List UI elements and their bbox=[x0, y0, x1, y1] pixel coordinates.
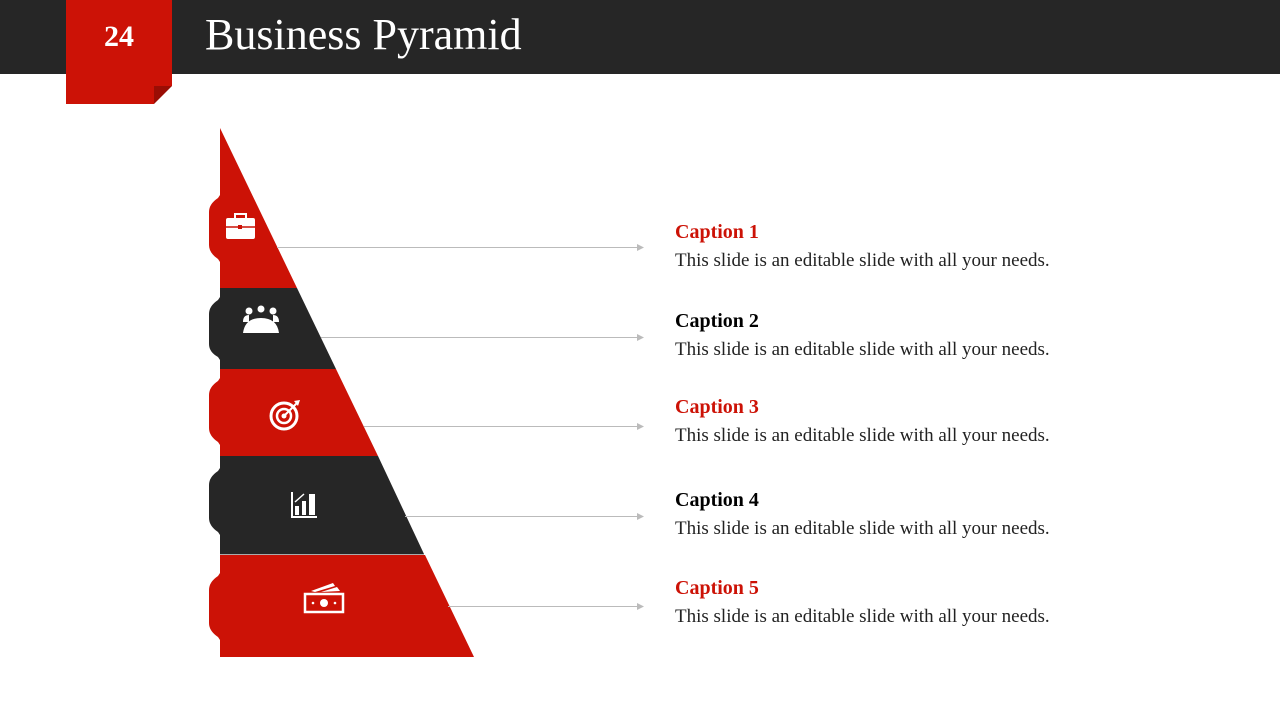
header-bar bbox=[0, 0, 1280, 74]
caption-block-1: Caption 1 This slide is an editable slid… bbox=[675, 221, 1050, 272]
team-icon bbox=[243, 305, 279, 333]
caption-text: This slide is an editable slide with all… bbox=[675, 250, 1050, 271]
arrowheads bbox=[637, 244, 644, 610]
pyramid-level-1 bbox=[209, 128, 297, 288]
caption-block-4: Caption 4 This slide is an editable slid… bbox=[675, 489, 1050, 540]
caption-title: Caption 4 bbox=[675, 489, 759, 511]
caption-title: Caption 1 bbox=[675, 221, 759, 243]
caption-block-3: Caption 3 This slide is an editable slid… bbox=[675, 396, 1050, 447]
briefcase-icon bbox=[226, 213, 255, 239]
caption-title: Caption 2 bbox=[675, 310, 759, 332]
caption-block-2: Caption 2 This slide is an editable slid… bbox=[675, 310, 1050, 361]
slide-number-badge: 24 bbox=[66, 0, 172, 104]
slide-title: Business Pyramid bbox=[205, 10, 522, 59]
page-fold bbox=[154, 86, 172, 104]
pyramid-level-5 bbox=[209, 555, 474, 657]
caption-text: This slide is an editable slide with all… bbox=[675, 339, 1050, 360]
connector-lines bbox=[277, 247, 638, 607]
caption-text: This slide is an editable slide with all… bbox=[675, 425, 1050, 446]
caption-title: Caption 3 bbox=[675, 396, 759, 418]
bar-chart-icon bbox=[291, 492, 317, 518]
slide-number: 24 bbox=[104, 20, 134, 53]
caption-text: This slide is an editable slide with all… bbox=[675, 518, 1050, 539]
caption-title: Caption 5 bbox=[675, 577, 759, 599]
target-icon bbox=[269, 400, 300, 431]
money-icon bbox=[303, 583, 345, 614]
caption-text: This slide is an editable slide with all… bbox=[675, 606, 1050, 627]
caption-block-5: Caption 5 This slide is an editable slid… bbox=[675, 577, 1050, 628]
pyramid-level-3 bbox=[209, 369, 378, 456]
pyramid-level-4 bbox=[209, 456, 424, 554]
